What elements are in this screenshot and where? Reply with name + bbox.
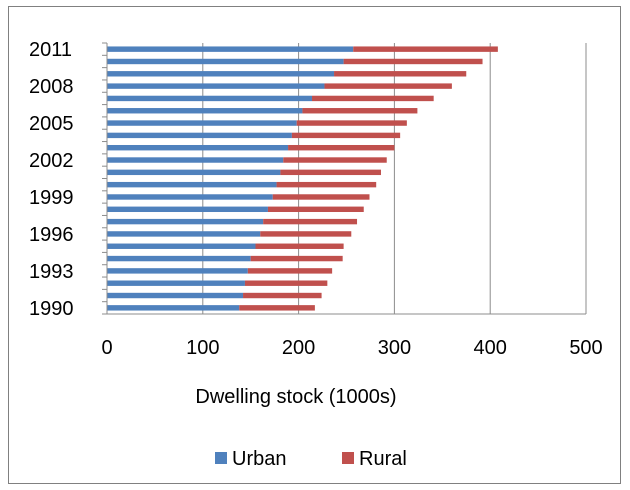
y-tick-labels: 1990 1993 1996 1999 2002 2005 2008 2011 bbox=[29, 39, 74, 320]
bar-rural-1998 bbox=[267, 206, 364, 213]
y-tick-label-1993: 1993 bbox=[29, 261, 74, 283]
bar-rural-2004 bbox=[291, 132, 401, 139]
bar-urban-1994 bbox=[107, 255, 251, 262]
bar-urban-2011 bbox=[107, 46, 354, 52]
x-tick-label-200: 200 bbox=[282, 337, 315, 359]
bar-rural-2000 bbox=[276, 181, 377, 188]
y-tick-label-2011: 2011 bbox=[29, 39, 72, 61]
bar-urban-1999 bbox=[107, 194, 273, 200]
bar-urban-2007 bbox=[107, 95, 313, 102]
legend-swatch-rural bbox=[342, 452, 354, 464]
bar-rural-1996 bbox=[260, 231, 352, 237]
bar-urban-2008 bbox=[107, 83, 325, 89]
x-tick-label-100: 100 bbox=[186, 337, 219, 359]
y-tick-label-2005: 2005 bbox=[29, 113, 74, 135]
bar-rural-1992 bbox=[244, 280, 328, 286]
axes bbox=[102, 42, 586, 315]
bar-urban-1998 bbox=[107, 206, 268, 213]
chart-frame: 1990 1993 1996 1999 2002 2005 2008 2011 0 100 200… bbox=[8, 6, 621, 484]
bar-rural-2005 bbox=[296, 120, 407, 126]
legend-label-rural: Rural bbox=[359, 448, 407, 470]
bar-urban-2009 bbox=[107, 71, 335, 77]
bar-urban-1990 bbox=[107, 305, 240, 311]
bar-rural-1991 bbox=[243, 292, 322, 299]
bar-urban-2000 bbox=[107, 181, 277, 188]
bar-rural-1990 bbox=[239, 305, 315, 311]
bar-rural-2008 bbox=[324, 83, 452, 89]
bar-rural-1993 bbox=[247, 268, 333, 274]
bar-urban-2006 bbox=[107, 108, 303, 114]
bar-rural-1995 bbox=[255, 243, 344, 249]
bar-urban-1997 bbox=[107, 218, 264, 225]
bars bbox=[107, 46, 498, 311]
bar-rural-2009 bbox=[334, 71, 467, 77]
y-tick-label-2008: 2008 bbox=[29, 76, 74, 98]
bar-urban-2001 bbox=[107, 169, 281, 176]
bar-urban-1996 bbox=[107, 231, 261, 237]
x-tick-label-0: 0 bbox=[101, 337, 112, 359]
bar-rural-2007 bbox=[312, 95, 434, 102]
bar-rural-2003 bbox=[288, 144, 395, 151]
x-tick-label-300: 300 bbox=[378, 337, 411, 359]
x-tick-label-400: 400 bbox=[474, 337, 507, 359]
y-tick-label-1999: 1999 bbox=[29, 187, 74, 209]
x-axis-title: Dwelling stock (1000s) bbox=[195, 386, 396, 408]
bar-urban-1992 bbox=[107, 280, 245, 286]
bar-rural-2002 bbox=[283, 157, 387, 163]
bar-rural-1994 bbox=[250, 255, 343, 262]
bar-rural-2011 bbox=[353, 46, 498, 52]
bar-urban-2005 bbox=[107, 120, 297, 126]
bar-urban-1995 bbox=[107, 243, 256, 249]
bar-urban-2010 bbox=[107, 58, 344, 65]
bar-rural-1997 bbox=[263, 218, 358, 225]
bar-rural-2001 bbox=[280, 169, 381, 176]
bar-urban-1991 bbox=[107, 292, 244, 299]
stacked-bar-chart: 1990 1993 1996 1999 2002 2005 2008 2011 0 100 200… bbox=[29, 39, 603, 470]
legend-label-urban: Urban bbox=[232, 448, 286, 470]
y-tick-label-2002: 2002 bbox=[29, 150, 74, 172]
bar-urban-1993 bbox=[107, 268, 248, 274]
x-tick-label-500: 500 bbox=[569, 337, 602, 359]
y-tick-label-1996: 1996 bbox=[29, 224, 74, 246]
bar-rural-2010 bbox=[343, 58, 483, 65]
bar-rural-1999 bbox=[272, 194, 370, 200]
bar-urban-2003 bbox=[107, 144, 289, 151]
y-tick-label-1990: 1990 bbox=[29, 298, 74, 320]
legend: Urban Rural bbox=[215, 448, 407, 470]
bar-urban-2002 bbox=[107, 157, 284, 163]
x-tick-labels: 0 100 200 300 400 500 bbox=[101, 337, 602, 359]
bar-urban-2004 bbox=[107, 132, 292, 139]
legend-swatch-urban bbox=[215, 452, 227, 464]
bar-rural-2006 bbox=[302, 108, 418, 114]
